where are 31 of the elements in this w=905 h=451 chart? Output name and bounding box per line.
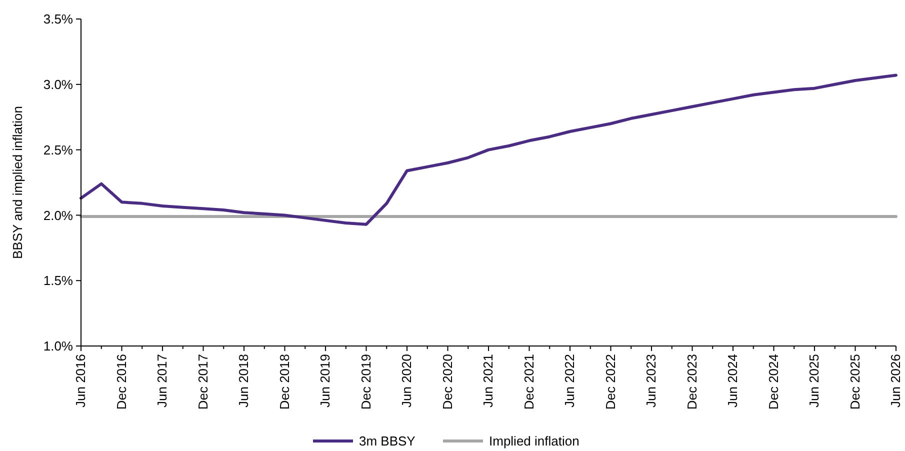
y-axis-title: BBSY and implied inflation (10, 106, 25, 259)
x-tick-label: Jun 2022 (562, 354, 577, 408)
x-tick-label: Jun 2025 (806, 354, 822, 408)
x-tick-label: Jun 2017 (154, 354, 170, 408)
x-tick-label: Jun 2024 (725, 354, 740, 408)
x-tick-label: Jun 2018 (236, 354, 251, 408)
y-tick-label: 3.0% (43, 76, 74, 92)
y-tick-label: 3.5% (43, 12, 74, 27)
y-tick-label: 2.0% (43, 208, 74, 223)
y-tick-label: 2.5% (43, 142, 74, 158)
x-tick-label: Dec 2020 (440, 354, 455, 410)
x-tick-label: Jun 2021 (480, 354, 496, 408)
x-tick-label: Jun 2019 (318, 354, 332, 408)
x-tick-label: Dec 2016 (114, 354, 129, 410)
x-tick-label: Dec 2025 (847, 354, 862, 410)
x-tick-label: Dec 2024 (766, 354, 781, 410)
x-tick-label: Jun 2016 (73, 354, 88, 408)
x-tick-label: Dec 2017 (195, 354, 210, 410)
x-tick-label: Jun 2023 (644, 354, 658, 408)
x-tick-label: Jun 2026 (888, 354, 903, 408)
legend-label: Implied inflation (489, 434, 580, 449)
y-tick-label: 1.5% (43, 273, 74, 288)
x-tick-label: Dec 2023 (684, 354, 700, 410)
x-tick-label: Dec 2021 (521, 354, 536, 410)
x-tick-label: Jun 2020 (399, 354, 414, 408)
legend-label: 3m BBSY (359, 434, 416, 449)
y-tick-label: 1.0% (43, 338, 74, 354)
line-series (80, 74, 898, 226)
x-tick-label: Dec 2019 (358, 354, 374, 410)
x-tick-label: Dec 2022 (602, 354, 618, 410)
x-tick-label: Dec 2018 (276, 354, 292, 410)
